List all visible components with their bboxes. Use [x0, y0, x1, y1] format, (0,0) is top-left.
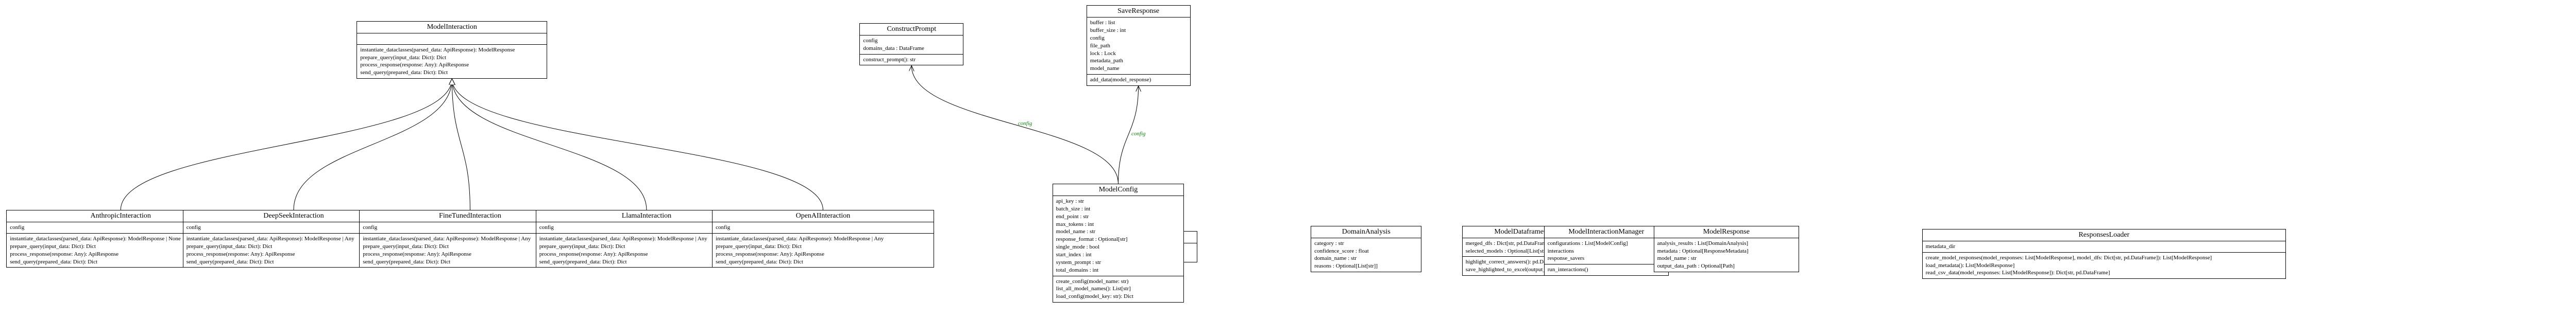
class-ModelConfig: ModelConfigapi_key : str batch_size : in… [1053, 184, 1184, 303]
class-title: ModelInteractionManager [1545, 226, 1668, 238]
class-methods: run_interactions() [1545, 264, 1668, 275]
class-fields: api_key : str batch_size : int end_point… [1053, 196, 1184, 276]
class-fields: analysis_results : List[DomainAnalysis] … [1654, 238, 1799, 272]
class-methods: instantiate_dataclasses(parsed_data: Api… [713, 234, 934, 267]
class-OpenAIInteraction: OpenAIInteractionconfiginstantiate_datac… [712, 210, 934, 268]
class-fields [357, 33, 547, 45]
class-ResponsesLoader: ResponsesLoadermetadata_dircreate_model_… [1922, 229, 2286, 279]
class-title: ResponsesLoader [1923, 229, 2285, 241]
class-DomainAnalysis: DomainAnalysiscategory : str confidence_… [1311, 226, 1421, 272]
class-ModelResponse: ModelResponseanalysis_results : List[Dom… [1654, 226, 1800, 272]
edge-LlamaInteraction-ModelInteraction [452, 79, 647, 210]
class-title: DomainAnalysis [1311, 226, 1421, 238]
class-fields: configurations : List[ModelConfig] inter… [1545, 238, 1668, 265]
class-SaveResponse: SaveResponsebuffer : list buffer_size : … [1087, 5, 1191, 86]
class-methods: create_config(model_name: str) list_all_… [1053, 276, 1184, 303]
class-methods: construct_prompt(): str [860, 55, 963, 65]
edge-FineTunedInteraction-ModelInteraction [452, 79, 470, 210]
edge-AnthropicInteraction-ModelInteraction [121, 79, 452, 210]
class-title: OpenAIInteraction [713, 210, 934, 222]
class-title: SaveResponse [1087, 6, 1190, 17]
class-ConstructPrompt: ConstructPromptconfig domains_data : Dat… [859, 23, 963, 66]
class-title: ModelResponse [1654, 226, 1799, 238]
class-fields: category : str confidence_score : float … [1311, 238, 1421, 272]
class-title: ModelInteraction [357, 22, 547, 33]
class-title: ModelConfig [1053, 184, 1184, 196]
class-fields: config [713, 222, 934, 234]
edge-DeepSeekInteraction-ModelInteraction [294, 79, 452, 210]
class-fields: buffer : list buffer_size : int config f… [1087, 17, 1190, 75]
class-methods: add_data(model_response) [1087, 75, 1190, 85]
class-ModelInteraction: ModelInteraction instantiate_dataclasses… [357, 21, 547, 79]
edge-label: config [1131, 131, 1146, 137]
edge-OpenAIInteraction-ModelInteraction [452, 79, 823, 210]
class-fields: config domains_data : DataFrame [860, 36, 963, 55]
class-fields: metadata_dir [1923, 241, 2285, 253]
class-methods: instantiate_dataclasses(parsed_data: Api… [357, 45, 547, 78]
class-title: ConstructPrompt [860, 24, 963, 36]
class-methods: create_model_responses(model_responses: … [1923, 253, 2285, 279]
class-ModelInteractionManager: ModelInteractionManagerconfigurations : … [1544, 226, 1669, 276]
edge-label: config [1018, 120, 1032, 127]
